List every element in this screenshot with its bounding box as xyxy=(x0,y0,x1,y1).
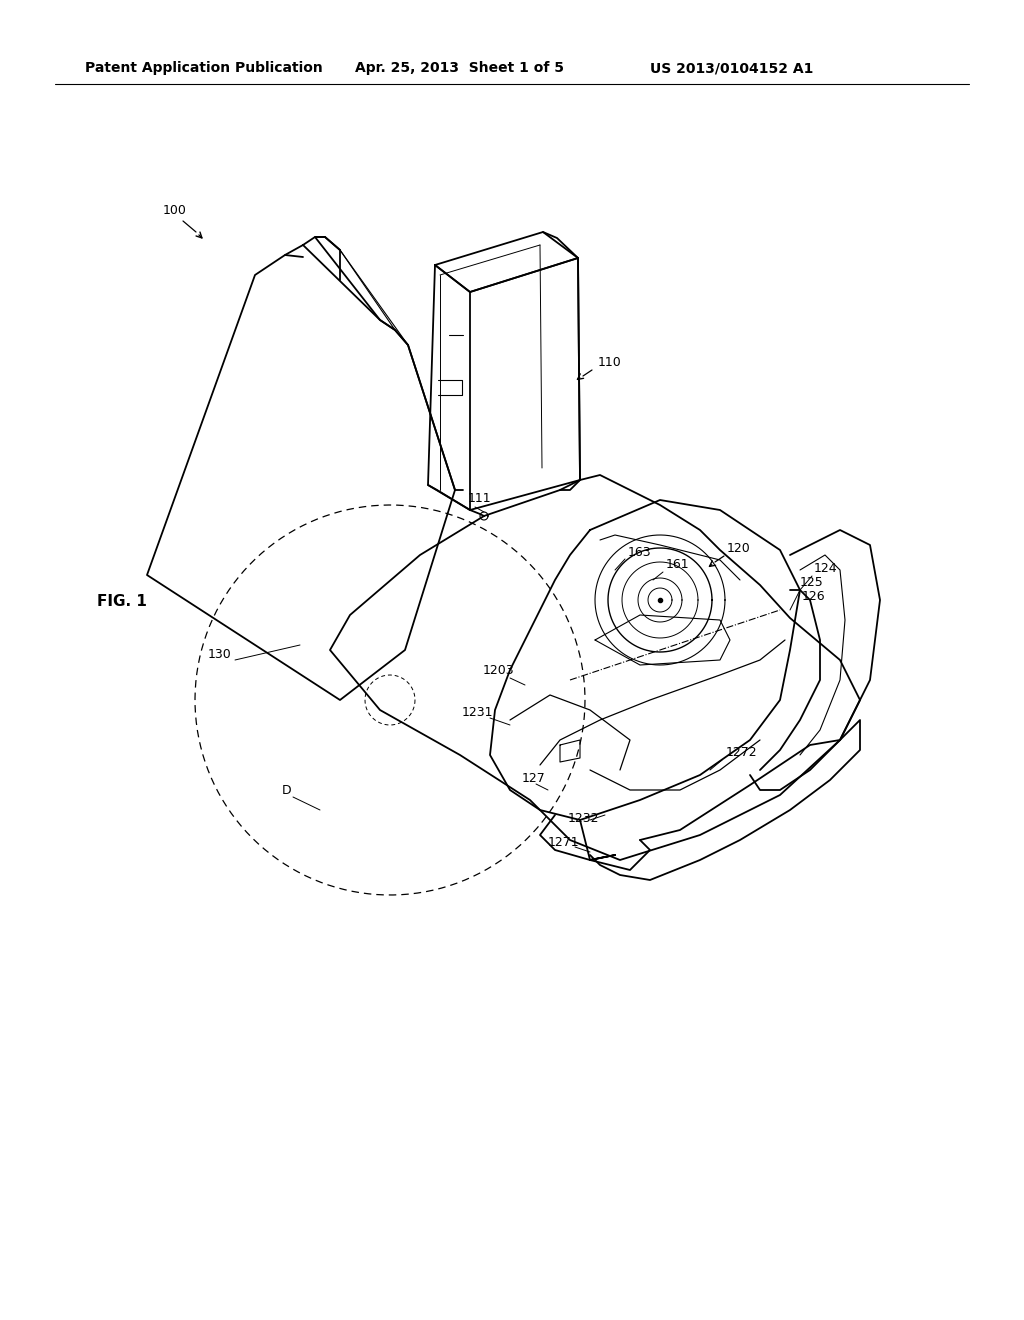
Text: 126: 126 xyxy=(802,590,825,602)
Text: Patent Application Publication: Patent Application Publication xyxy=(85,61,323,75)
Text: FIG. 1: FIG. 1 xyxy=(97,594,146,609)
Text: US 2013/0104152 A1: US 2013/0104152 A1 xyxy=(650,61,813,75)
Text: 1272: 1272 xyxy=(726,747,758,759)
Text: 127: 127 xyxy=(522,772,546,785)
Text: 100: 100 xyxy=(163,203,186,216)
Text: 163: 163 xyxy=(628,545,651,558)
Text: 161: 161 xyxy=(666,558,689,572)
Text: Apr. 25, 2013  Sheet 1 of 5: Apr. 25, 2013 Sheet 1 of 5 xyxy=(355,61,564,75)
Text: 120: 120 xyxy=(727,541,751,554)
Text: 110: 110 xyxy=(598,355,622,368)
Text: 1231: 1231 xyxy=(462,705,494,718)
Text: 1271: 1271 xyxy=(548,837,580,850)
Text: 124: 124 xyxy=(814,561,838,574)
Text: 111: 111 xyxy=(468,491,492,504)
Text: 130: 130 xyxy=(208,648,231,660)
Text: D: D xyxy=(282,784,292,797)
Text: 1203: 1203 xyxy=(483,664,515,677)
Text: 125: 125 xyxy=(800,576,823,589)
Text: 1232: 1232 xyxy=(568,812,599,825)
